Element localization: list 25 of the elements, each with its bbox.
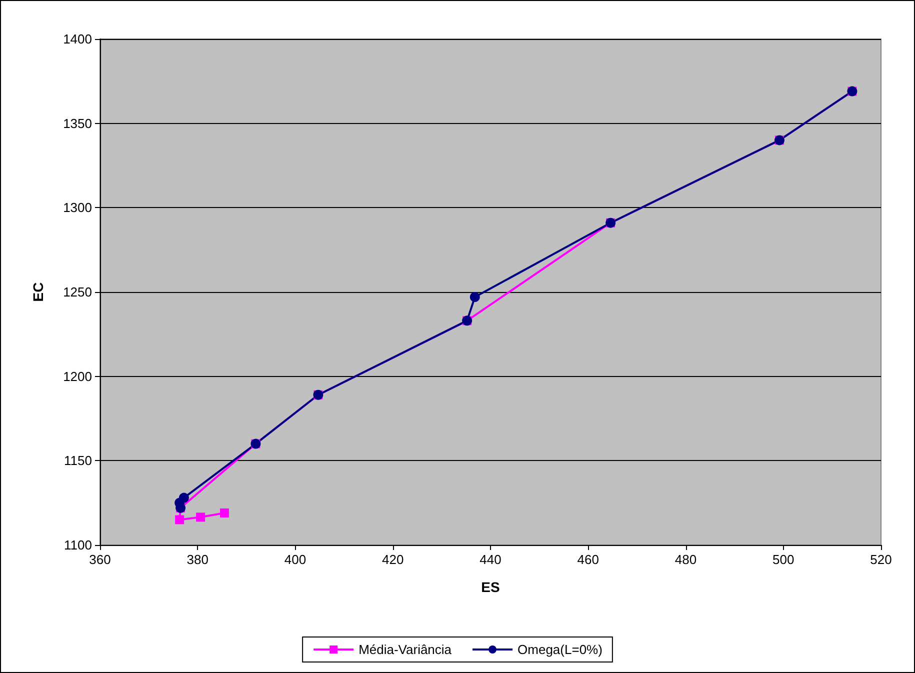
x-tick-label: 520 bbox=[870, 552, 892, 567]
y-axis-title: EC bbox=[30, 282, 46, 302]
y-tick-label: 1250 bbox=[63, 284, 92, 300]
x-tick-label: 360 bbox=[89, 552, 111, 567]
y-tick-label: 1300 bbox=[63, 200, 92, 216]
x-tick-label: 460 bbox=[577, 552, 599, 567]
point bbox=[196, 512, 206, 522]
point bbox=[178, 492, 189, 503]
point bbox=[175, 515, 184, 524]
x-tick-label: 400 bbox=[284, 552, 306, 567]
y-tick-label: 1400 bbox=[63, 32, 92, 46]
y-tick-label: 1350 bbox=[63, 116, 92, 131]
y-tick-label: 1100 bbox=[64, 538, 92, 552]
x-tick-label: 480 bbox=[674, 552, 697, 567]
x-tick-label: 420 bbox=[382, 552, 404, 567]
legend-label: Média-Variância bbox=[358, 642, 452, 657]
legend-label: Omega(L=0%) bbox=[518, 642, 602, 657]
x-tick-label: 440 bbox=[480, 552, 502, 567]
point bbox=[220, 508, 229, 518]
y-tick-label: 1200 bbox=[63, 368, 92, 384]
x-axis-title: ES bbox=[481, 579, 500, 595]
x-tick-label: 380 bbox=[186, 552, 208, 567]
point bbox=[470, 292, 480, 302]
x-tick-label: 500 bbox=[772, 552, 794, 567]
y-tick-label: 1150 bbox=[64, 453, 92, 468]
